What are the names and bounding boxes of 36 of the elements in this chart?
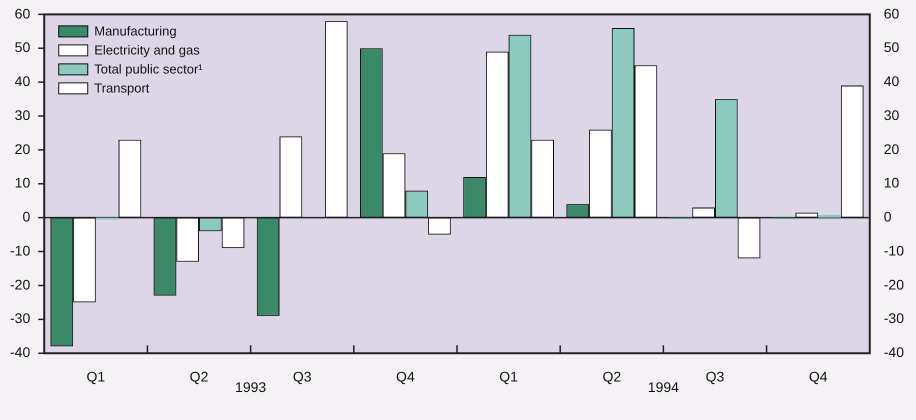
legend-label: Electricity and gas: [94, 42, 200, 58]
legend-label: Total public sector¹: [94, 61, 204, 76]
y2-tick-label: -20: [884, 276, 904, 292]
x-tick-label: Q1: [86, 368, 106, 384]
y-tick-label: 0: [22, 208, 30, 225]
y2-tick-label: 20: [884, 140, 900, 157]
y-tick-label: 50: [14, 39, 30, 56]
text: 1994: [648, 379, 680, 396]
y-tick-label: -30: [10, 310, 30, 326]
y2-tick-label: 60: [884, 5, 900, 22]
y2-tick-label: 40: [884, 73, 900, 90]
x-tick-label: Q4: [396, 368, 415, 384]
y2-tick-label: 30: [884, 106, 900, 123]
y-tick-label: -40: [10, 344, 30, 360]
legend-label: Transport: [94, 80, 150, 96]
y-tick-label: -10: [10, 242, 30, 258]
y-tick-label: 20: [14, 140, 30, 157]
x-tick-label: Q2: [602, 368, 622, 384]
y2-tick-label: -40: [884, 344, 904, 360]
y-tick-label: 60: [14, 5, 30, 22]
y-tick-label: 30: [14, 106, 30, 123]
y2-tick-label: 0: [884, 208, 892, 225]
text: 1993: [235, 379, 266, 396]
y2-tick-label: 10: [884, 174, 900, 191]
x-tick-label: Q2: [190, 368, 209, 384]
y2-tick-label: 50: [884, 39, 900, 56]
x-tick-label: Q3: [706, 368, 725, 384]
y2-tick-label: -10: [884, 242, 904, 258]
y-tick-label: 40: [14, 73, 30, 90]
x-tick-label: Q3: [292, 368, 312, 384]
y-tick-label: 10: [14, 174, 30, 191]
y2-tick-label: -30: [884, 310, 904, 326]
x-tick-label: Q1: [499, 368, 518, 384]
y-tick-label: -20: [10, 276, 30, 292]
x-tick-label: Q4: [808, 368, 828, 384]
legend-label: Manufacturing: [94, 23, 177, 38]
